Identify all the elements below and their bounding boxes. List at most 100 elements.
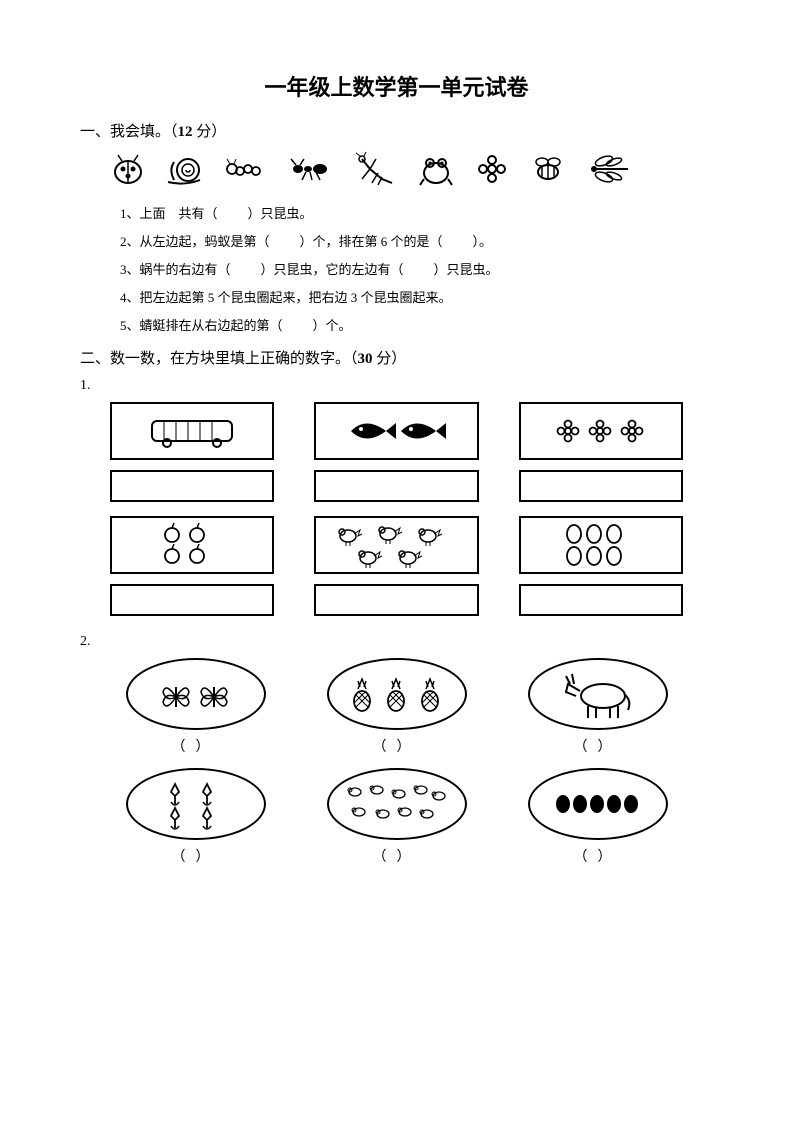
answer-box-6[interactable] bbox=[519, 584, 683, 616]
dragonfly-icon bbox=[586, 153, 632, 185]
q3-b: ）只昆虫，它的左边有（ bbox=[261, 262, 404, 277]
section1-points: 12 bbox=[178, 124, 193, 140]
oval-grid-row2: （） （） bbox=[120, 768, 673, 866]
rect-grid-row1 bbox=[110, 402, 683, 502]
bus-icon bbox=[142, 411, 242, 451]
eggs-icon bbox=[556, 520, 646, 570]
section2-prefix: 二、数一数，在方块里填上正确的数字。（ bbox=[80, 351, 358, 367]
snail-icon bbox=[164, 152, 206, 186]
flowers-icon bbox=[546, 411, 656, 451]
pl: （ bbox=[373, 740, 397, 755]
fish-box bbox=[314, 402, 478, 460]
chickens-box bbox=[314, 516, 478, 574]
pr: ） bbox=[196, 850, 220, 865]
q5-a: 5、蜻蜓排在从右边起的第（ bbox=[120, 318, 283, 333]
answer-box-2[interactable] bbox=[314, 470, 478, 502]
answer-box-3[interactable] bbox=[519, 470, 683, 502]
rect-cell-fish bbox=[314, 402, 478, 460]
oval-cell-pineapple: （） bbox=[321, 658, 472, 756]
butterfly-oval bbox=[126, 658, 266, 730]
q2-c: ）。 bbox=[473, 234, 493, 249]
q5-b: ）个。 bbox=[313, 318, 352, 333]
pr: ） bbox=[598, 850, 622, 865]
oval-grid-row1: （） （） （） bbox=[120, 658, 673, 756]
beans-oval bbox=[528, 768, 668, 840]
q3-a: 3、蜗牛的右边有（ bbox=[120, 262, 231, 277]
q5: 5、蜻蜓排在从右边起的第（ ）个。 bbox=[120, 313, 713, 339]
q2: 2、从左边起，蚂蚁是第（ ）个，排在第 6 个的是（ ）。 bbox=[120, 229, 713, 255]
insect-row bbox=[110, 151, 713, 187]
q3-c: ）只昆虫。 bbox=[434, 262, 499, 277]
butterfly-icon bbox=[151, 669, 241, 719]
bee-icon bbox=[528, 152, 568, 186]
section1-prefix: 一、我会填。（ bbox=[80, 124, 178, 140]
q1-a: 1、上面 共有（ bbox=[120, 206, 218, 221]
rect-cell-apples bbox=[110, 516, 274, 574]
pineapple-icon bbox=[342, 669, 452, 719]
section2-points: 30 bbox=[358, 351, 373, 367]
q2-a: 2、从左边起，蚂蚁是第（ bbox=[120, 234, 270, 249]
rect-cell-chickens bbox=[314, 516, 478, 574]
ant-icon bbox=[286, 154, 334, 184]
flowers-box bbox=[519, 402, 683, 460]
pl: （ bbox=[172, 740, 196, 755]
rect-cell-flowers bbox=[519, 402, 683, 460]
pr: ） bbox=[397, 740, 421, 755]
pineapple-oval bbox=[327, 658, 467, 730]
rect-cell-eggs bbox=[519, 516, 683, 574]
q1: 1、上面 共有（ ）只昆虫。 bbox=[120, 201, 713, 227]
oval-cell-tulip: （） bbox=[120, 768, 271, 866]
pr: ） bbox=[397, 850, 421, 865]
oval-cell-ducks: （） bbox=[321, 768, 472, 866]
section2-header: 二、数一数，在方块里填上正确的数字。（30 分） bbox=[80, 347, 713, 368]
eggs-box bbox=[519, 516, 683, 574]
ducks-oval bbox=[327, 768, 467, 840]
pr: ） bbox=[598, 740, 622, 755]
oval-cell-donkey: （） bbox=[522, 658, 673, 756]
section1-suffix: 分） bbox=[193, 124, 227, 140]
pl: （ bbox=[373, 850, 397, 865]
ducks-icon bbox=[337, 776, 457, 832]
paren-6[interactable]: （） bbox=[574, 846, 622, 866]
bus-box bbox=[110, 402, 274, 460]
answer-box-4[interactable] bbox=[110, 584, 274, 616]
rect-grid-row2 bbox=[110, 516, 683, 616]
q2-b: ）个，排在第 6 个的是（ bbox=[300, 234, 443, 249]
ladybug-icon bbox=[110, 152, 146, 186]
paren-5[interactable]: （） bbox=[373, 846, 421, 866]
page-title: 一年级上数学第一单元试卷 bbox=[80, 70, 713, 102]
donkey-oval bbox=[528, 658, 668, 730]
chickens-icon bbox=[331, 520, 461, 570]
donkey-icon bbox=[548, 666, 648, 722]
tulip-icon bbox=[151, 776, 241, 832]
pl: （ bbox=[574, 850, 598, 865]
mantis-icon bbox=[352, 151, 398, 187]
pl: （ bbox=[574, 740, 598, 755]
pr: ） bbox=[196, 740, 220, 755]
flower-icon bbox=[474, 152, 510, 186]
sub2-label: 2. bbox=[80, 634, 713, 650]
apples-box bbox=[110, 516, 274, 574]
rect-cell-bus bbox=[110, 402, 274, 460]
caterpillar-icon bbox=[224, 154, 268, 184]
q1-b: ）只昆虫。 bbox=[248, 206, 313, 221]
paren-2[interactable]: （） bbox=[373, 736, 421, 756]
apples-icon bbox=[152, 520, 232, 570]
oval-cell-beans: （） bbox=[522, 768, 673, 866]
oval-cell-butterfly: （） bbox=[120, 658, 271, 756]
section2-suffix: 分） bbox=[373, 351, 407, 367]
frog-icon bbox=[416, 151, 456, 187]
answer-box-5[interactable] bbox=[314, 584, 478, 616]
q3: 3、蜗牛的右边有（ ）只昆虫，它的左边有（ ）只昆虫。 bbox=[120, 257, 713, 283]
paren-1[interactable]: （） bbox=[172, 736, 220, 756]
paren-3[interactable]: （） bbox=[574, 736, 622, 756]
fish-icon bbox=[341, 409, 451, 453]
answer-box-1[interactable] bbox=[110, 470, 274, 502]
beans-icon bbox=[543, 784, 653, 824]
q4: 4、把左边起第 5 个昆虫圈起来，把右边 3 个昆虫圈起来。 bbox=[120, 285, 713, 311]
paren-4[interactable]: （） bbox=[172, 846, 220, 866]
section1-header: 一、我会填。（12 分） bbox=[80, 120, 713, 141]
pl: （ bbox=[172, 850, 196, 865]
sub1-label: 1. bbox=[80, 378, 713, 394]
tulip-oval bbox=[126, 768, 266, 840]
